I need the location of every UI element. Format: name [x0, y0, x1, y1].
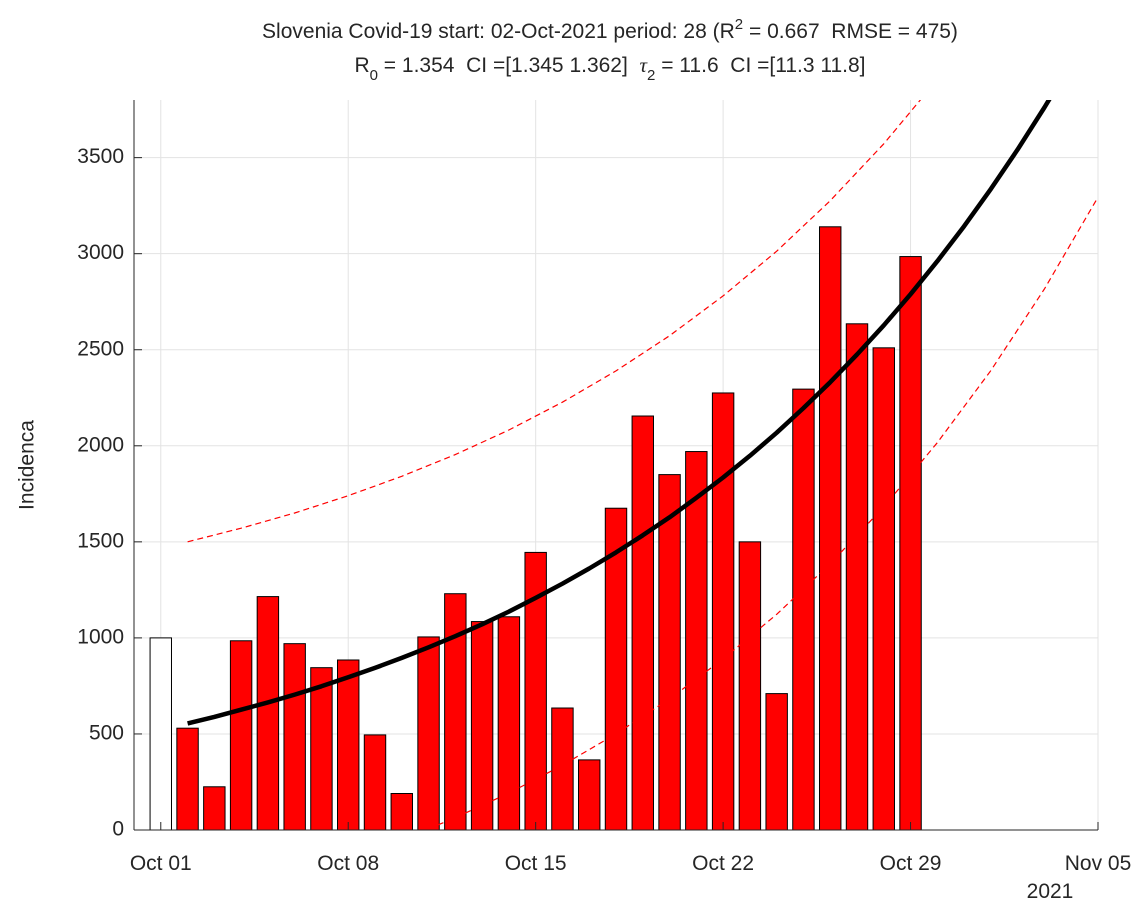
- title-text: = 1.354 CI =[1.345 1.362]: [378, 54, 640, 77]
- x-tick-label: Nov 05: [1065, 852, 1132, 875]
- bar: [899, 256, 922, 830]
- bar: [363, 734, 387, 830]
- bar: [283, 643, 306, 830]
- y-tick-label: 500: [89, 721, 124, 744]
- chart-subtitle: R0 = 1.354 CI =[1.345 1.362] τ2 = 11.6 C…: [354, 53, 865, 84]
- title-text: Slovenia Covid-19 start: 02-Oct-2021 per…: [262, 20, 735, 43]
- bar: [845, 323, 869, 830]
- bar: [337, 659, 360, 830]
- fit-line: [187, 100, 1052, 726]
- bar: [578, 759, 601, 830]
- y-tick-label: 0: [112, 818, 124, 841]
- x-tick-label: Oct 15: [505, 852, 567, 875]
- title-text: R: [354, 54, 369, 77]
- bar: [765, 693, 788, 830]
- bar: [444, 593, 467, 830]
- bar: [685, 451, 708, 830]
- bar: [390, 793, 413, 830]
- y-tick-label: 1500: [77, 529, 124, 552]
- bar: [738, 541, 762, 830]
- x-axis-year: 2021: [1027, 880, 1074, 903]
- bar: [551, 707, 574, 830]
- bar: [256, 596, 280, 830]
- title-sup: 2: [735, 16, 743, 33]
- x-tick-label: Oct 22: [692, 852, 754, 875]
- title-text: = 0.667 RMSE = 475): [743, 20, 958, 43]
- bar: [604, 507, 628, 830]
- bar: [176, 727, 199, 830]
- y-tick-label: 2500: [77, 337, 124, 360]
- bar: [417, 636, 440, 830]
- bar: [658, 474, 681, 830]
- title-sub: 2: [647, 67, 655, 84]
- y-tick-label: 3000: [77, 241, 124, 264]
- bar: [470, 621, 494, 830]
- y-axis-label: Incidenca: [16, 420, 39, 510]
- bar: [149, 637, 172, 830]
- bar: [711, 392, 735, 830]
- bar: [872, 347, 895, 830]
- bar: [524, 551, 547, 830]
- bound-line: [428, 196, 1098, 830]
- bar: [310, 667, 333, 830]
- bar: [631, 415, 654, 830]
- bar: [792, 388, 815, 830]
- y-tick-label: 2000: [77, 433, 124, 456]
- y-tick-label: 1000: [77, 625, 124, 648]
- title-text: = 11.6 CI =[11.3 11.8]: [655, 54, 865, 77]
- title-text: τ: [640, 53, 649, 77]
- bound-line: [187, 100, 922, 543]
- bar: [497, 616, 521, 830]
- chart-title: Slovenia Covid-19 start: 02-Oct-2021 per…: [262, 16, 958, 43]
- bar: [819, 226, 842, 830]
- title-sub: 0: [370, 67, 378, 84]
- x-tick-label: Oct 08: [317, 852, 379, 875]
- x-tick-label: Oct 01: [130, 852, 192, 875]
- x-tick-label: Oct 29: [880, 852, 942, 875]
- plot-area: [149, 100, 1098, 830]
- axes: 0 500 1000 1500 2000 2500 3000 3500 Oct 01 Oct 08…: [77, 100, 1131, 875]
- y-tick-label: 3500: [77, 145, 124, 168]
- bar: [229, 640, 253, 830]
- bar: [203, 786, 226, 830]
